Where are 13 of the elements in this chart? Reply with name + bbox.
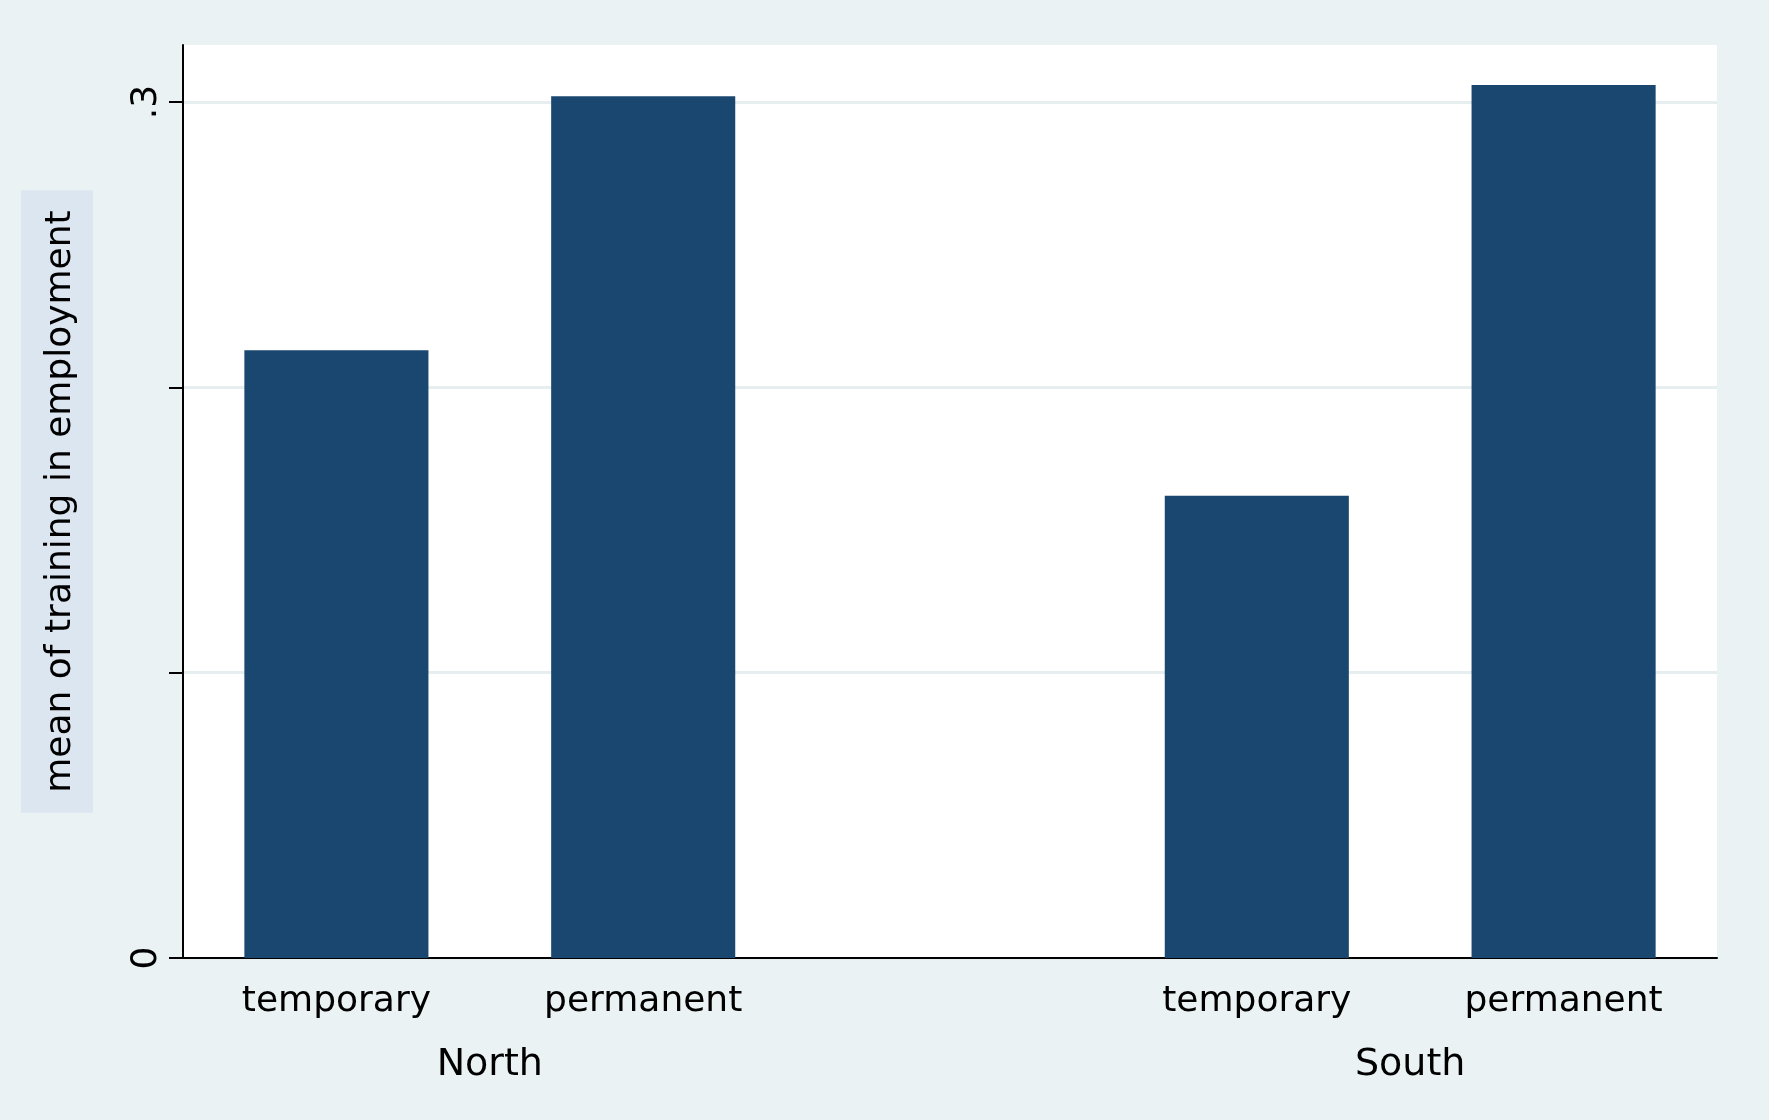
x-tick-label: temporary [1162, 977, 1352, 1019]
text: North [436, 1040, 543, 1084]
text: South [1354, 1040, 1466, 1084]
y-tick-label: 0 [122, 946, 164, 970]
x-tick-label: permanent [1464, 977, 1663, 1019]
bar [244, 350, 429, 958]
x-tick-label: permanent [544, 977, 743, 1019]
y-axis-title: mean of training in employment [36, 210, 78, 793]
x-tick-label: temporary [241, 977, 431, 1019]
y-tick-label: .3 [122, 84, 164, 120]
bar [551, 96, 736, 958]
bar [1471, 84, 1656, 958]
bar [1164, 495, 1349, 958]
